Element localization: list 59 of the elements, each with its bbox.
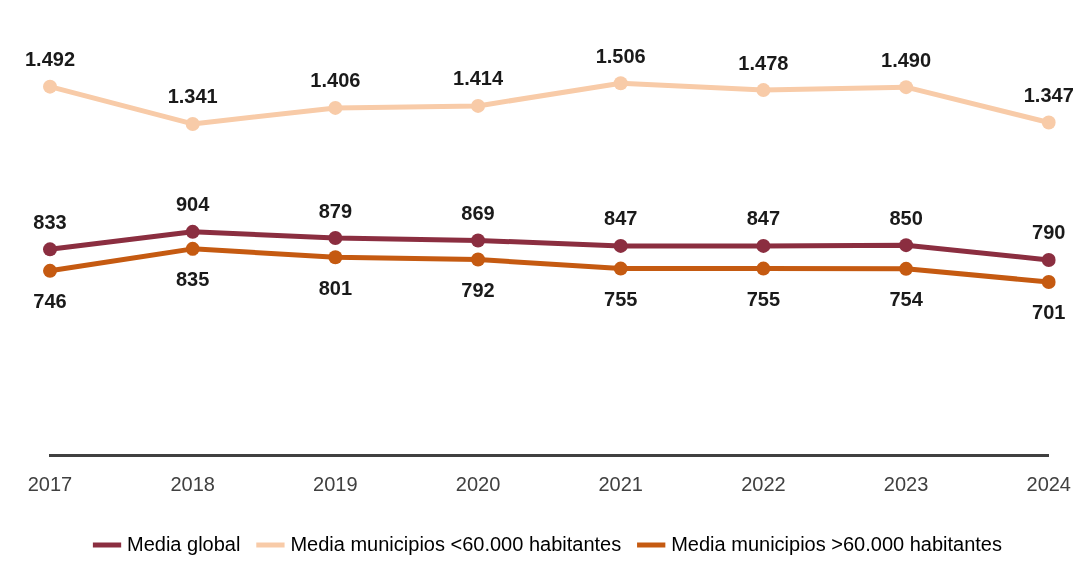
x-tick-label: 2018 xyxy=(170,472,215,495)
point xyxy=(756,238,771,253)
data-label: 850 xyxy=(889,206,923,229)
point xyxy=(899,80,914,95)
data-label: 1.406 xyxy=(310,69,361,92)
point xyxy=(1041,115,1056,130)
data-label: 904 xyxy=(175,193,211,216)
point xyxy=(613,238,628,253)
data-label: 847 xyxy=(746,207,781,230)
point xyxy=(43,79,57,94)
data-label: 746 xyxy=(33,290,67,313)
point xyxy=(756,261,771,276)
data-label: 1.492 xyxy=(24,48,76,71)
data-label: 833 xyxy=(33,210,67,233)
data-label: 879 xyxy=(318,199,353,222)
point xyxy=(185,241,200,256)
point xyxy=(43,242,57,257)
point xyxy=(471,252,486,267)
point xyxy=(756,83,771,98)
point xyxy=(328,250,343,265)
point xyxy=(43,263,57,278)
legend-label: Media municipios <60.000 habitantes xyxy=(290,532,622,555)
data-label: 1.341 xyxy=(167,85,218,108)
x-tick-label: 2017 xyxy=(27,472,73,495)
data-label: 1.478 xyxy=(738,51,789,74)
data-label: 801 xyxy=(318,276,353,299)
point xyxy=(1041,252,1056,267)
point xyxy=(185,224,200,239)
data-label: 869 xyxy=(461,201,495,224)
point xyxy=(185,116,200,131)
data-label: 835 xyxy=(175,268,210,291)
data-label: 1.490 xyxy=(881,48,932,71)
data-label: 1.414 xyxy=(453,67,504,90)
x-tick-label: 2020 xyxy=(455,472,501,495)
x-tick-label: 2019 xyxy=(313,472,358,495)
data-label: 754 xyxy=(889,288,924,311)
point xyxy=(471,233,486,248)
point xyxy=(328,231,343,245)
point xyxy=(613,76,628,91)
data-label: 790 xyxy=(1032,221,1066,244)
data-label: 847 xyxy=(604,207,638,230)
point xyxy=(328,100,343,115)
data-label: 755 xyxy=(604,288,638,311)
legend-label: Media municipios >60.000 habitantes xyxy=(671,532,1002,555)
point xyxy=(899,238,914,253)
legend-label: Media global xyxy=(127,532,241,555)
x-tick-label: 2021 xyxy=(598,472,643,495)
point xyxy=(899,261,914,276)
x-tick-label: 2023 xyxy=(883,472,929,495)
data-label: 755 xyxy=(746,288,781,311)
x-tick-label: 2024 xyxy=(1026,472,1071,495)
x-tick-label: 2022 xyxy=(741,472,786,495)
data-label: 701 xyxy=(1032,301,1066,324)
point xyxy=(471,98,486,113)
point xyxy=(613,261,628,276)
data-label: 1.506 xyxy=(595,44,646,67)
data-label: 1.347 xyxy=(1023,83,1074,106)
data-label: 792 xyxy=(461,278,495,301)
point xyxy=(1041,274,1056,289)
